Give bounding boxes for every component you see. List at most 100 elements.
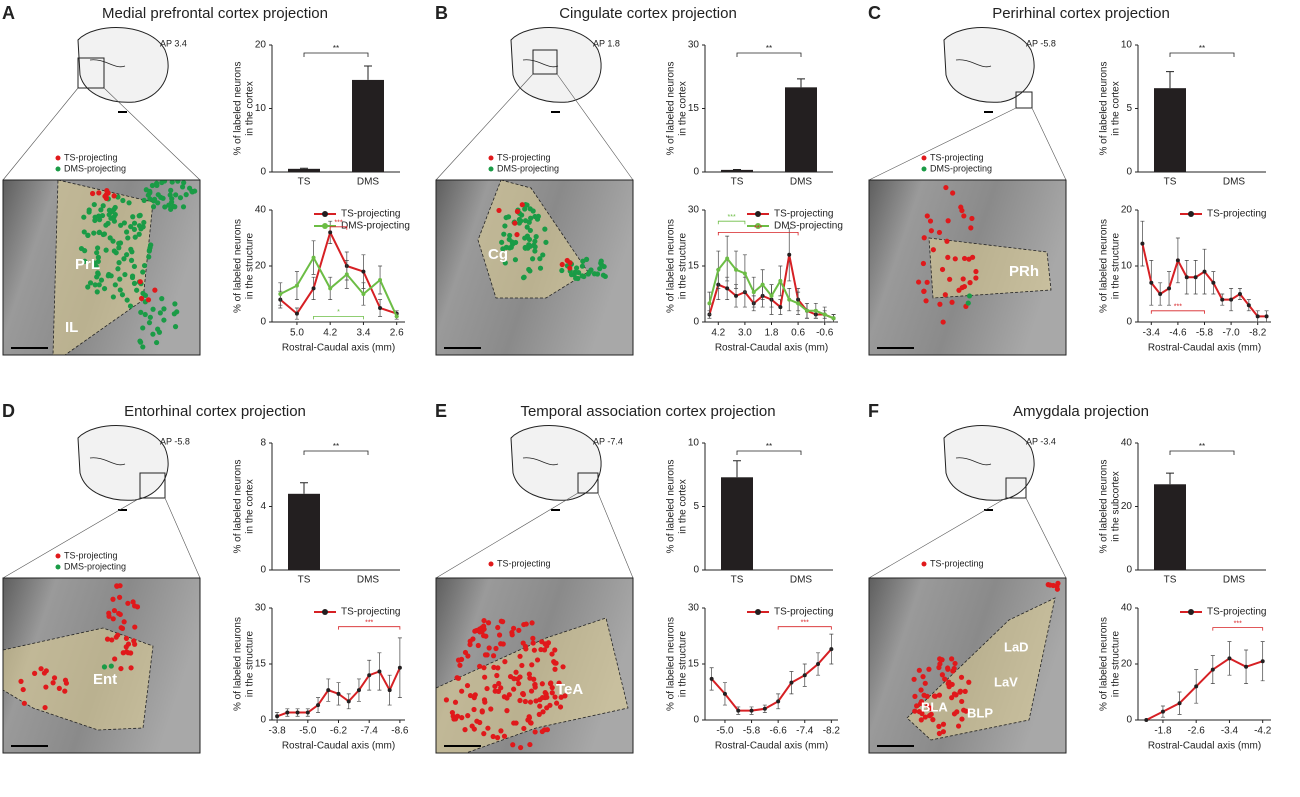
labeled-neuron	[557, 704, 564, 710]
point	[328, 286, 333, 291]
labeled-neuron	[930, 717, 936, 723]
x-tick-label: -1.8	[1154, 726, 1172, 737]
labeled-neuron	[443, 697, 450, 703]
labeled-neuron	[480, 633, 487, 639]
labeled-neuron	[475, 642, 481, 649]
panel-title: Perirhinal cortex projection	[992, 5, 1170, 22]
labeled-neuron	[912, 708, 918, 714]
labeled-neuron	[501, 733, 508, 739]
legend-marker	[755, 609, 761, 615]
labeled-neuron	[452, 699, 459, 705]
error-bar	[1166, 71, 1174, 89]
labeled-neuron	[161, 306, 167, 312]
significance-bracket	[303, 52, 369, 57]
labeled-neuron	[120, 197, 126, 204]
labeled-neuron	[91, 201, 97, 208]
photo-legend-label: TS-projecting	[930, 152, 984, 162]
point	[749, 708, 754, 713]
labeled-neuron	[131, 226, 138, 232]
point	[278, 292, 283, 296]
labeled-neuron	[945, 254, 951, 260]
y-axis-label: % of labeled neurons	[233, 219, 244, 313]
labeled-neuron	[514, 231, 520, 238]
labeled-neuron	[522, 244, 528, 251]
photo-border	[2, 577, 201, 754]
legend-marker	[1188, 211, 1194, 217]
point	[344, 272, 349, 277]
significance-label: *	[337, 309, 340, 316]
series-line	[279, 255, 398, 317]
labeled-neuron	[539, 639, 545, 645]
labeled-neuron	[89, 190, 96, 197]
labeled-neuron	[520, 275, 527, 281]
labeled-neuron	[472, 692, 478, 698]
point	[813, 308, 818, 313]
x-axis-label: Rostral-Caudal axis (mm)	[1148, 343, 1261, 354]
y-axis-label: % of labeled neurons	[233, 460, 244, 554]
labeled-neuron	[169, 199, 175, 205]
zoom-line	[2, 87, 79, 181]
legend-label: TS-projecting	[774, 607, 833, 618]
labeled-neuron	[911, 676, 917, 682]
labeled-neuron	[530, 635, 536, 641]
y-tick-label: 0	[260, 317, 266, 328]
legend-dot	[488, 166, 494, 172]
labeled-neuron	[459, 715, 465, 721]
panel-title: Medial prefrontal cortex projection	[102, 5, 328, 22]
labeled-neuron	[490, 653, 497, 659]
labeled-neuron	[121, 619, 127, 625]
y-axis-label: in the structure	[678, 630, 689, 697]
labeled-neuron	[159, 180, 165, 186]
point	[734, 293, 739, 298]
point	[1184, 275, 1189, 280]
labeled-neuron	[102, 193, 108, 199]
labeled-neuron	[108, 663, 114, 669]
labeled-neuron	[118, 222, 124, 228]
zoom-line	[164, 497, 201, 579]
labeled-neuron	[511, 720, 517, 726]
labeled-neuron	[579, 263, 585, 269]
point	[361, 292, 366, 296]
x-tick-label: TS	[298, 575, 311, 586]
x-tick-label: 3.4	[356, 328, 370, 339]
labeled-neuron	[172, 324, 179, 330]
labeled-neuron	[567, 265, 573, 271]
labeled-neuron	[594, 271, 601, 277]
labeled-neuron	[131, 280, 138, 287]
legend-marker	[755, 211, 761, 217]
labeled-neuron	[147, 314, 153, 320]
bar	[721, 169, 753, 172]
labeled-neuron	[152, 287, 158, 293]
labeled-neuron	[128, 223, 134, 230]
significance-bracket	[303, 450, 369, 455]
labeled-neuron	[136, 213, 142, 219]
labeled-neuron	[559, 267, 565, 274]
labeled-neuron	[969, 215, 975, 222]
labeled-neuron	[558, 694, 564, 700]
zoom-line	[1025, 497, 1067, 579]
labeled-neuron	[119, 292, 126, 298]
labeled-neuron	[532, 238, 538, 244]
labeled-neuron	[552, 647, 558, 653]
labeled-neuron	[526, 266, 532, 273]
point	[804, 308, 809, 313]
y-axis-label: in the subcortex	[1111, 471, 1122, 542]
labeled-neuron	[552, 660, 558, 666]
point	[295, 710, 300, 715]
x-tick-label: -7.0	[1222, 328, 1240, 339]
point	[736, 708, 741, 713]
ap-label: AP -5.8	[1026, 38, 1056, 48]
labeled-neuron	[104, 636, 111, 642]
labeled-neuron	[931, 693, 938, 699]
photo-legend-label: TS-projecting	[497, 152, 551, 162]
x-tick-label: -3.8	[268, 726, 286, 737]
point	[787, 252, 792, 257]
point	[326, 688, 331, 693]
labeled-neuron	[110, 238, 116, 244]
y-tick-label: 20	[1121, 501, 1133, 512]
photo: PRh	[869, 180, 1066, 355]
labeled-neuron	[101, 664, 108, 670]
labeled-neuron	[495, 688, 502, 694]
labeled-neuron	[140, 325, 146, 331]
panel-letter: F	[868, 401, 879, 421]
